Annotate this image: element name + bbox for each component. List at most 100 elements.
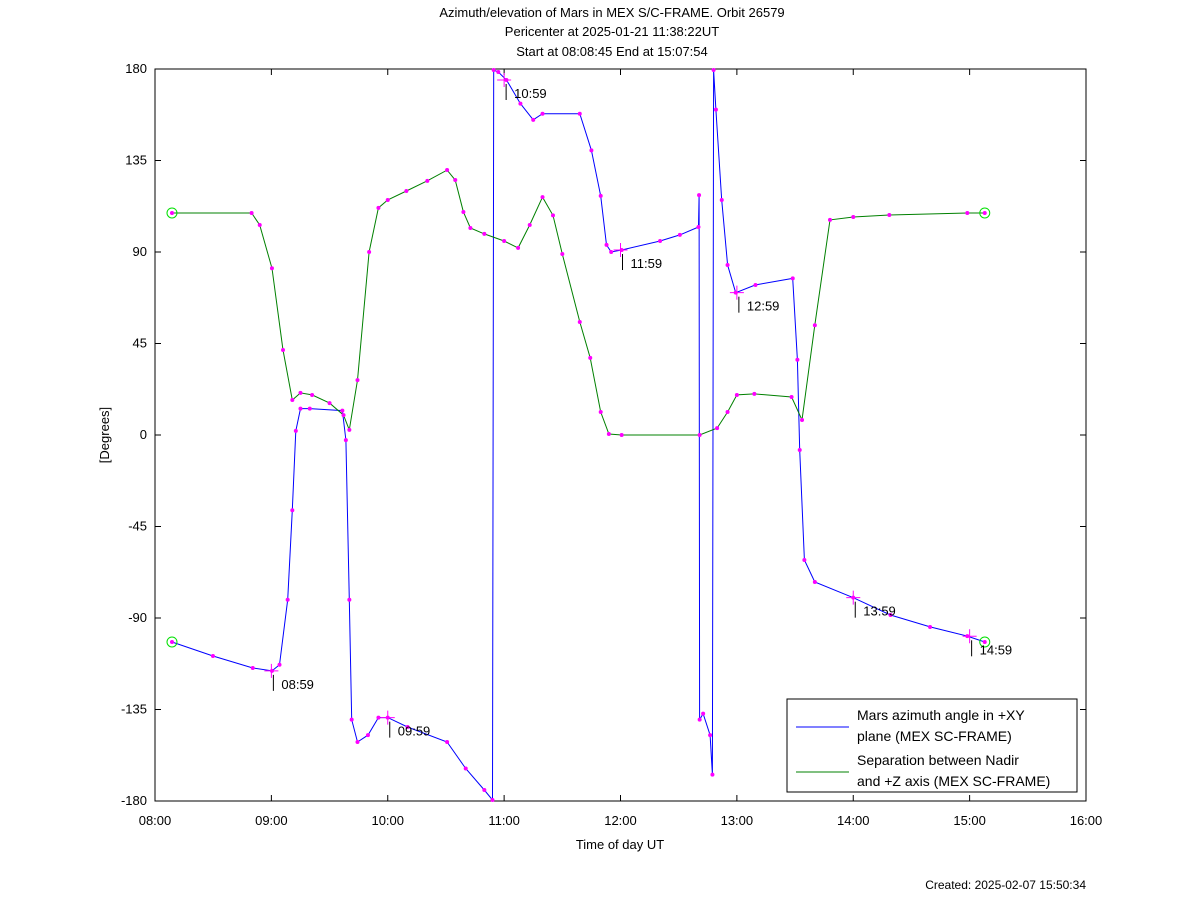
y-tick-label: 90 xyxy=(133,244,147,259)
y-tick-label: -90 xyxy=(128,610,147,625)
sample-dot xyxy=(598,410,603,415)
sample-dot xyxy=(169,639,174,644)
sample-dot xyxy=(734,392,739,397)
sample-dot xyxy=(887,212,892,217)
sample-dot xyxy=(298,390,303,395)
end-marker xyxy=(166,636,178,648)
sample-dot xyxy=(606,431,611,436)
x-tick-label: 11:00 xyxy=(488,813,520,828)
sample-dot xyxy=(609,250,614,254)
sample-dot xyxy=(588,355,593,360)
annotation-label: 09:59 xyxy=(398,724,431,739)
sample-dot xyxy=(404,189,409,193)
sample-dot xyxy=(598,193,603,198)
x-tick-label: 08:00 xyxy=(139,813,172,828)
sample-dot xyxy=(461,209,466,214)
y-tick-label: -45 xyxy=(128,519,147,534)
sample-dot xyxy=(827,217,832,222)
sample-dot xyxy=(281,348,286,353)
annotation-label: 11:59 xyxy=(631,256,663,271)
y-tick-label: 135 xyxy=(125,153,147,168)
sample-dot xyxy=(310,392,315,397)
sample-dot xyxy=(982,639,987,644)
sample-dot xyxy=(560,252,565,257)
sample-dot xyxy=(210,654,215,659)
sample-dot xyxy=(715,426,720,431)
end-marker xyxy=(979,207,991,219)
sample-dot xyxy=(376,715,381,720)
y-tick-label: 180 xyxy=(125,61,147,76)
sample-dot xyxy=(527,222,532,227)
annotation-cross xyxy=(613,242,628,257)
sample-dot xyxy=(468,226,473,231)
sample-dot xyxy=(257,222,262,227)
end-marker xyxy=(166,207,178,219)
sample-dot xyxy=(812,323,817,328)
sample-dot xyxy=(490,797,495,802)
x-tick-label: 13:00 xyxy=(721,813,754,828)
y-tick-label: 45 xyxy=(133,336,147,351)
sample-dot xyxy=(725,410,730,415)
annotation-label: 08:59 xyxy=(281,677,314,692)
sample-dot xyxy=(290,398,295,403)
sample-dot xyxy=(425,178,430,183)
sample-dot xyxy=(307,406,312,411)
sample-dot xyxy=(888,612,893,617)
sample-dot xyxy=(697,193,702,198)
sample-dot xyxy=(340,408,345,413)
legend-box xyxy=(786,698,1078,793)
sample-dot xyxy=(708,733,713,738)
x-tick-label: 09:00 xyxy=(255,813,288,828)
series-line xyxy=(172,169,985,436)
sample-dot xyxy=(496,70,501,75)
annotation-label: 13:59 xyxy=(863,604,896,619)
sample-dot xyxy=(349,717,354,722)
sample-dot xyxy=(604,242,609,247)
annotation-cross xyxy=(846,590,861,605)
legend-label-line: and +Z axis (MEX SC-FRAME) xyxy=(857,773,1050,789)
sample-dot xyxy=(453,178,458,183)
sample-dot xyxy=(701,711,706,716)
sample-dot xyxy=(725,263,730,268)
sample-dot xyxy=(851,215,856,220)
sample-dot xyxy=(290,508,295,513)
legend-label: Separation between Nadir and +Z axis (MEX… xyxy=(857,752,1050,789)
sample-dot xyxy=(518,101,523,106)
sample-dot xyxy=(619,433,624,437)
y-tick-label: -135 xyxy=(121,702,147,717)
sample-dot xyxy=(696,224,701,229)
annotation-label: 14:59 xyxy=(980,642,1013,657)
sample-dot xyxy=(250,666,255,671)
sample-dot xyxy=(797,448,802,453)
sample-dot xyxy=(343,438,348,443)
sample-dot xyxy=(367,250,372,254)
sample-dot xyxy=(790,276,795,281)
sample-dot xyxy=(928,624,933,629)
sample-dot xyxy=(445,168,450,173)
annotation-cross xyxy=(497,72,512,87)
legend-label: Mars azimuth angle in +XY plane (MEX SC-F… xyxy=(857,707,1025,744)
sample-dot xyxy=(795,357,800,362)
annotation-label: 12:59 xyxy=(747,299,780,314)
sample-dot xyxy=(355,740,360,745)
sample-dot xyxy=(482,788,487,793)
sample-dot xyxy=(658,239,663,244)
sample-dot xyxy=(713,107,718,112)
sample-dot xyxy=(697,433,702,437)
sample-dot xyxy=(800,417,805,422)
sample-dot xyxy=(491,68,496,73)
sample-dot xyxy=(293,428,298,433)
sample-dot xyxy=(169,210,174,215)
footer: Created: 2025-02-07 15:50:34 xyxy=(925,878,1086,892)
x-tick-label: 14:00 xyxy=(837,813,870,828)
sample-dot xyxy=(531,117,536,122)
sample-dot xyxy=(789,394,794,399)
sample-dot xyxy=(445,740,450,745)
annotation-cross xyxy=(729,285,744,300)
sample-dot xyxy=(711,68,716,73)
chart-subtitle: Pericenter at 2025-01-21 11:38:22UT xyxy=(505,24,719,39)
end-marker xyxy=(979,636,991,648)
sample-dot xyxy=(753,282,758,287)
